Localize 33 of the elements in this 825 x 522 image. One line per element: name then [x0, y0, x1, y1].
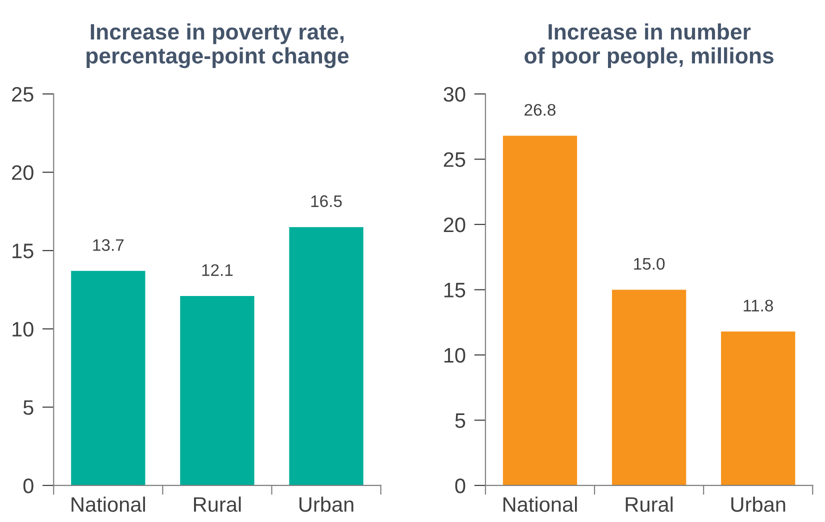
y-tick-label: 20 — [12, 165, 34, 180]
y-tick-label: 5 — [455, 413, 466, 428]
y-tick-label: 0 — [23, 478, 34, 494]
x-tick-label: National — [72, 496, 145, 512]
y-tick-label: 10 — [12, 322, 34, 337]
data-label: 26.8 — [524, 104, 556, 116]
y-tick-label: 20 — [444, 217, 466, 232]
x-tick-label: Urban — [731, 496, 786, 512]
chart-title: Increase in number of poor people, millions — [524, 23, 774, 68]
bar — [71, 270, 146, 486]
x-tick-label: Urban — [299, 496, 354, 512]
bar — [612, 290, 686, 486]
data-label: 12.1 — [202, 264, 233, 276]
bar — [180, 296, 254, 486]
y-tick-label: 25 — [444, 152, 466, 167]
y-tick-label: 30 — [444, 86, 466, 102]
bar — [721, 331, 796, 486]
data-label: 11.8 — [744, 300, 773, 312]
data-label: 16.5 — [311, 195, 342, 208]
bar — [289, 227, 364, 486]
chart-title: Increase in poverty rate, percentage-point change — [86, 23, 349, 68]
data-label: 13.7 — [93, 239, 124, 251]
y-tick-label: 15 — [444, 282, 466, 298]
x-tick-label: National — [503, 496, 577, 512]
data-label: 15.0 — [634, 258, 665, 270]
y-tick-label: 0 — [455, 478, 466, 494]
x-tick-label: Rural — [194, 496, 241, 512]
y-tick-label: 10 — [444, 348, 466, 363]
y-tick-label: 5 — [23, 400, 34, 415]
y-tick-label: 15 — [12, 244, 34, 258]
x-tick-label: Rural — [626, 496, 673, 512]
y-tick-label: 25 — [12, 86, 34, 102]
bar — [502, 136, 578, 486]
